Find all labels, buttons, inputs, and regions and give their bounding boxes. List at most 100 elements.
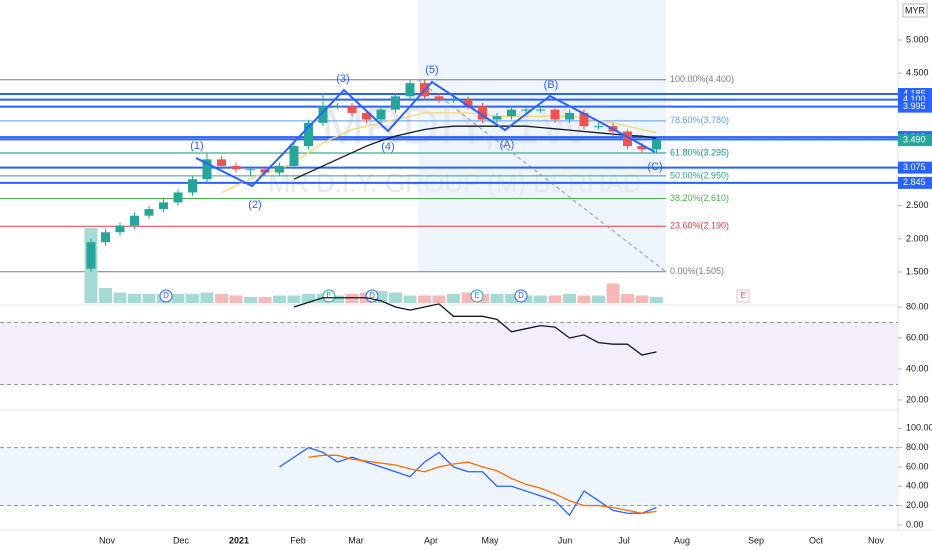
candle-body (521, 109, 531, 111)
candle-body (594, 126, 603, 128)
candle-body (246, 169, 255, 171)
y-tick-label: 4.500 (906, 68, 929, 78)
volume-bar (99, 288, 112, 303)
x-tick-label: Oct (809, 535, 824, 545)
y-tick-label: 60.00 (906, 461, 929, 471)
y-tick-label: 0.00 (906, 519, 924, 529)
candle-body (579, 112, 589, 127)
volume-bar (142, 294, 156, 303)
candle-body (333, 106, 342, 108)
volume-bar (577, 295, 591, 303)
volume-bar (113, 292, 127, 303)
candle-body (652, 140, 661, 150)
last-price-label: 3.490 (903, 134, 926, 144)
level-label: 3.995 (903, 101, 926, 111)
x-tick-label: 2021 (229, 535, 249, 545)
last-price-box (898, 134, 932, 147)
volume-bar (389, 292, 402, 303)
fib-label: 61.80%(3.295) (670, 147, 729, 157)
level-label: 2.845 (903, 177, 926, 187)
candle-body (565, 112, 574, 120)
y-tick-label: 2.000 (906, 233, 929, 243)
volume-bar (186, 294, 199, 303)
candle-body (391, 96, 400, 110)
x-tick-label: May (481, 535, 499, 545)
currency: MYR (905, 5, 926, 15)
candle-body (434, 96, 444, 100)
fib-label: 38.20%(2.610) (670, 193, 729, 203)
event-label: E (326, 291, 331, 300)
volume-bar (650, 297, 663, 303)
volume-bar (229, 295, 243, 303)
volume-bar (273, 295, 286, 303)
candle-body (144, 209, 154, 216)
band (0, 447, 898, 506)
x-tick-label: Dec (173, 535, 190, 545)
fib-label: 0.00%(1.505) (670, 266, 724, 276)
wave-label: (B) (544, 79, 559, 91)
level-box (898, 161, 932, 174)
candle-body (507, 109, 516, 117)
wave-label: (C) (647, 161, 662, 173)
fib-label: 50.00%(2.950) (670, 170, 729, 180)
candle-body (478, 106, 487, 120)
candle-body (536, 109, 545, 111)
x-tick-label: Apr (424, 535, 438, 545)
wave-label: (4) (381, 141, 394, 153)
candle-body (217, 159, 226, 166)
candle-body (86, 242, 96, 269)
candle-body (275, 165, 284, 173)
level-box (898, 176, 932, 189)
trend-line (417, 79, 667, 273)
x-tick-label: Sep (748, 535, 764, 545)
volume-bar (606, 283, 620, 303)
volume-bar (302, 294, 315, 303)
event-marker (322, 289, 336, 303)
candle-body (289, 146, 299, 166)
y-tick-label: 100.00 (906, 423, 932, 433)
band (0, 322, 898, 385)
fib-label: 78.60%(3.780) (670, 115, 729, 125)
volume-bar (403, 295, 417, 303)
candle-body (231, 165, 241, 170)
candle-body (304, 122, 313, 147)
event-marker (514, 289, 528, 303)
volume-bar (200, 292, 214, 303)
candle-body (637, 146, 647, 150)
wave-label: (1) (190, 140, 203, 152)
volume-bar (418, 295, 431, 303)
x-tick-label: Jul (618, 535, 630, 545)
wave-label: (2) (248, 199, 261, 211)
candle-body (347, 106, 357, 113)
wave-label: (5) (425, 64, 438, 76)
x-tick-label: Jun (558, 535, 573, 545)
event-label: E (474, 291, 479, 300)
event-label: D (369, 291, 375, 300)
x-tick-label: Mar (348, 535, 364, 545)
volume-bar (461, 292, 475, 303)
level-label: 3.075 (903, 162, 926, 172)
candle-body (202, 159, 212, 180)
volume-bar (215, 294, 228, 303)
candle-body (376, 109, 386, 120)
volume-bar (287, 295, 301, 303)
candle-body (362, 112, 371, 120)
candle-body (463, 99, 473, 107)
x-tick-label: Aug (674, 535, 690, 545)
volume-bar (258, 297, 272, 303)
wave-label: (3) (336, 73, 349, 85)
series-line (279, 446, 657, 517)
series-line (293, 297, 657, 356)
x-tick-label: Nov (99, 535, 116, 545)
wave-label: (A) (500, 139, 515, 151)
candle-body (188, 179, 197, 193)
x-tick-label: Nov (868, 535, 885, 545)
candle-body (623, 131, 632, 147)
event-marker (159, 289, 173, 303)
volume-bar (244, 297, 257, 303)
candle-body (449, 99, 458, 101)
volume-bar (171, 294, 185, 303)
fib-label: 100.00%(4.400) (670, 74, 734, 84)
